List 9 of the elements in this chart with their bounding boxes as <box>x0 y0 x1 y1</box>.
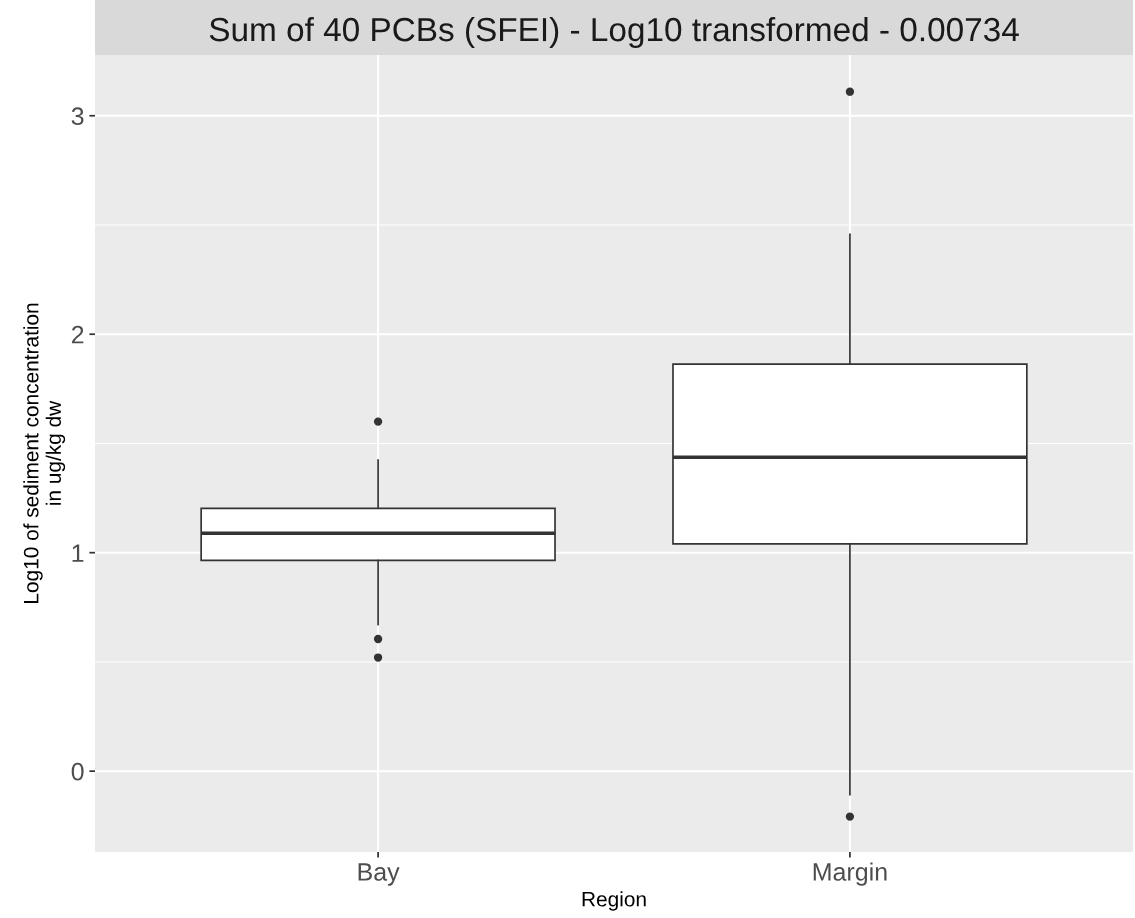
y-tick-label: 1 <box>72 544 84 562</box>
y-axis-title: Log10 of sediment concentration in ug/kg dw <box>23 303 66 603</box>
y-tick-label: 2 <box>71 325 84 344</box>
x-axis-title: Region <box>582 891 646 911</box>
y-tick-label: 0 <box>71 762 84 781</box>
chart-title: Sum of 40 PCBs (SFEI) - Log10 transformed - 0.00734 <box>209 16 1019 49</box>
y-tick-label: 3 <box>71 107 84 126</box>
x-tick-label: Bay <box>358 863 400 886</box>
x-tick-label: Margin <box>813 862 887 886</box>
